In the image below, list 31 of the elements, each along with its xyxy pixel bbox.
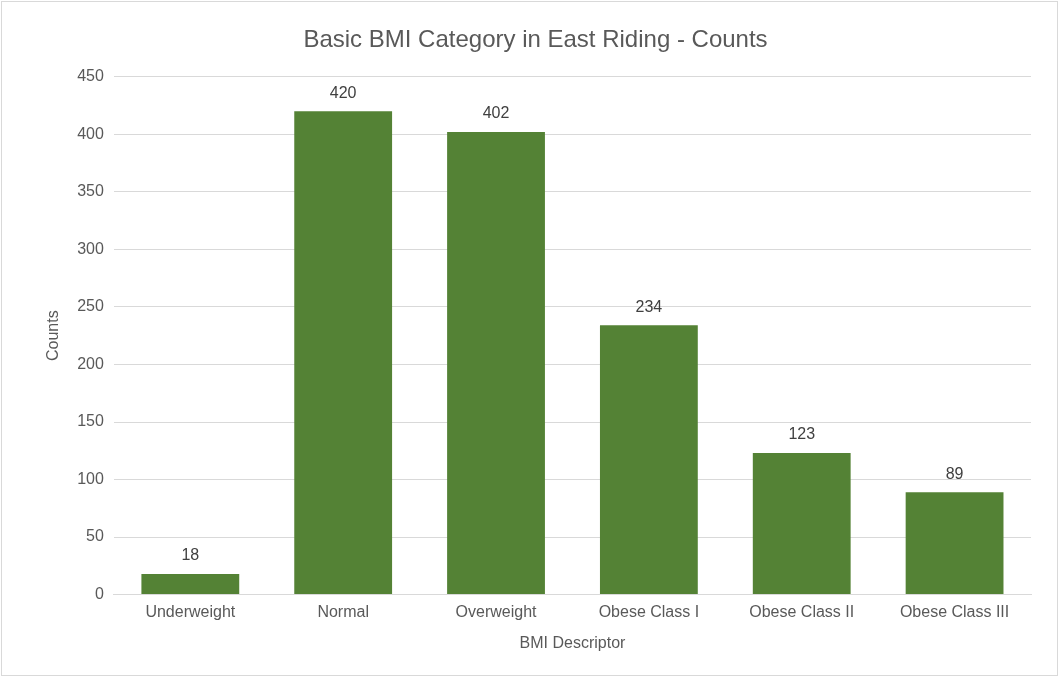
bar — [294, 111, 393, 595]
data-label: 123 — [788, 425, 816, 443]
y-tick-label: 300 — [77, 239, 104, 257]
data-label: 18 — [181, 546, 200, 564]
y-tick-label: 50 — [86, 527, 104, 545]
x-tick-label: Obese Class III — [899, 602, 1010, 620]
y-tick-label: 200 — [77, 354, 104, 372]
bar — [905, 492, 1004, 595]
x-tick-label: Underweight — [145, 602, 236, 620]
bar — [752, 453, 851, 595]
data-label: 89 — [945, 464, 964, 482]
x-tick-label: Overweight — [455, 602, 538, 620]
y-tick-label: 400 — [77, 124, 104, 142]
data-label: 420 — [329, 83, 357, 101]
bar — [599, 325, 698, 595]
data-label: 234 — [635, 297, 663, 315]
bar — [141, 573, 240, 595]
y-tick-label: 150 — [77, 412, 104, 430]
y-tick-label: 250 — [77, 297, 104, 315]
y-axis-title: Counts — [44, 310, 62, 362]
y-tick-label: 350 — [77, 182, 104, 200]
bar — [447, 132, 545, 595]
y-tick-label: 0 — [94, 585, 104, 603]
x-axis-title: BMI Descriptor — [519, 633, 627, 651]
x-tick-label: Normal — [317, 602, 369, 620]
y-tick-label: 450 — [77, 67, 104, 85]
x-tick-label: Obese Class I — [598, 602, 700, 620]
data-label: 402 — [482, 104, 510, 122]
x-tick-label: Obese Class II — [749, 602, 855, 620]
chart-title: Basic BMI Category in East Riding - Counts — [303, 25, 768, 53]
y-tick-label: 100 — [77, 469, 104, 487]
